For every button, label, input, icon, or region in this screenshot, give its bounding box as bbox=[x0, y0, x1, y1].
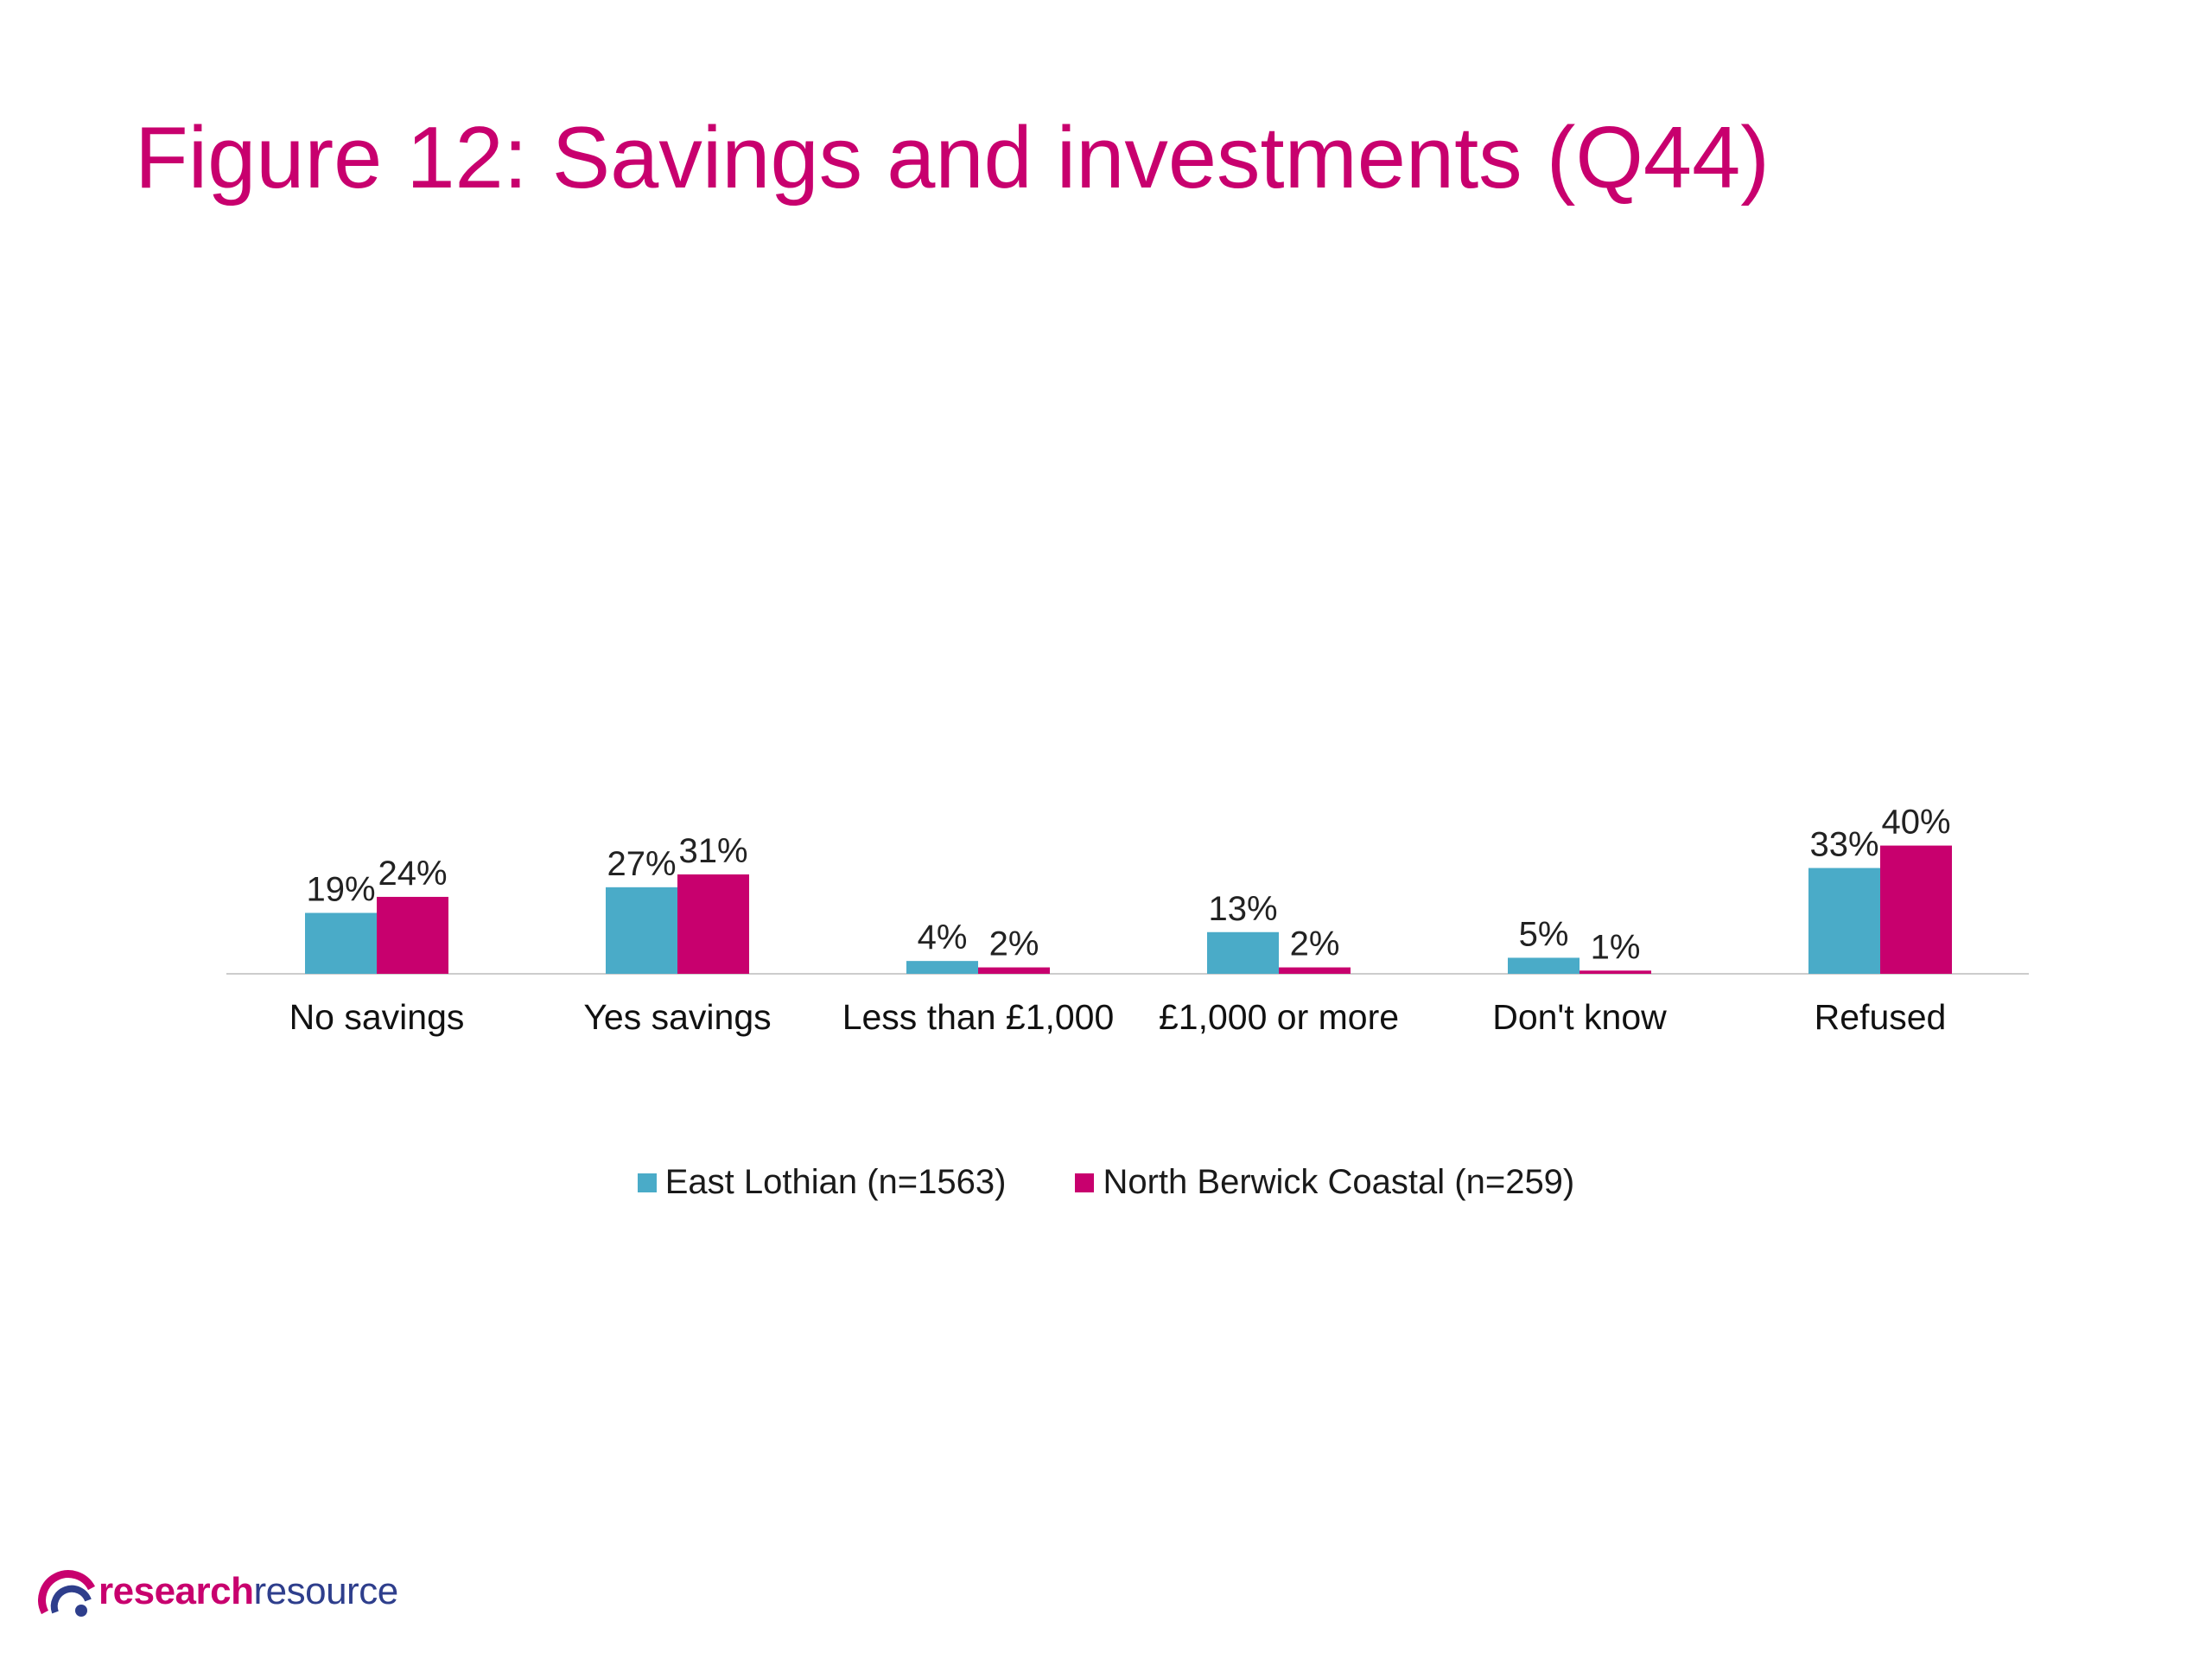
legend-item-north-berwick: North Berwick Coastal (n=259) bbox=[1075, 1163, 1574, 1202]
legend-swatch-east-lothian bbox=[637, 1173, 657, 1192]
company-logo: research resource bbox=[38, 1566, 398, 1618]
logo-text-research: research bbox=[99, 1570, 254, 1612]
bar-east-lothian-refused bbox=[1808, 868, 1880, 974]
bar-east-lothian-yes-savings bbox=[606, 887, 677, 974]
logo-text-resource: resource bbox=[253, 1570, 398, 1612]
logo-arc-icon bbox=[38, 1570, 95, 1617]
bar-north-berwick-yes-savings bbox=[677, 874, 749, 974]
data-label-north-berwick-1-000-or-more: 2% bbox=[1290, 925, 1340, 963]
data-label-north-berwick-don-t-know: 1% bbox=[1591, 928, 1641, 966]
data-label-east-lothian-yes-savings: 27% bbox=[607, 845, 676, 883]
data-label-east-lothian-no-savings: 19% bbox=[306, 871, 375, 909]
category-label-refused: Refused bbox=[1815, 997, 1947, 1037]
bar-north-berwick-don-t-know bbox=[1580, 970, 1651, 974]
bar-east-lothian-don-t-know bbox=[1508, 957, 1580, 974]
chart-title: Figure 12: Savings and investments (Q44) bbox=[135, 110, 1770, 207]
data-label-east-lothian-less-than-1-000: 4% bbox=[918, 918, 968, 957]
bar-north-berwick-less-than-1-000 bbox=[978, 967, 1050, 974]
data-label-east-lothian-1-000-or-more: 13% bbox=[1208, 890, 1277, 928]
legend-item-east-lothian: East Lothian (n=1563) bbox=[637, 1163, 1007, 1202]
bar-east-lothian-less-than-1-000 bbox=[906, 961, 978, 974]
data-label-east-lothian-refused: 33% bbox=[1809, 826, 1878, 864]
bar-east-lothian-1-000-or-more bbox=[1207, 931, 1279, 974]
bar-east-lothian-no-savings bbox=[305, 912, 377, 974]
bar-north-berwick-1-000-or-more bbox=[1279, 967, 1351, 974]
legend-label-north-berwick: North Berwick Coastal (n=259) bbox=[1103, 1163, 1575, 1201]
category-label-yes-savings: Yes savings bbox=[583, 997, 771, 1037]
legend-label-east-lothian: East Lothian (n=1563) bbox=[664, 1163, 1007, 1201]
legend: East Lothian (n=1563) North Berwick Coas… bbox=[0, 1163, 2212, 1202]
data-label-east-lothian-don-t-know: 5% bbox=[1519, 915, 1569, 953]
data-label-north-berwick-less-than-1-000: 2% bbox=[989, 925, 1039, 963]
data-label-north-berwick-no-savings: 24% bbox=[378, 855, 447, 893]
category-label-less-than-1-000: Less than £1,000 bbox=[842, 997, 1115, 1037]
bar-north-berwick-refused bbox=[1880, 845, 1952, 974]
bar-north-berwick-no-savings bbox=[377, 896, 448, 974]
category-label-don-t-know: Don't know bbox=[1492, 997, 1667, 1037]
data-label-north-berwick-yes-savings: 31% bbox=[678, 832, 747, 870]
bars-group: 19% 24% No savings 27% 31% Yes savings 4% 2% Les… bbox=[289, 804, 1952, 1037]
data-label-north-berwick-refused: 40% bbox=[1881, 804, 1950, 842]
category-label-no-savings: No savings bbox=[289, 997, 465, 1037]
category-label-1-000-or-more: £1,000 or more bbox=[1159, 997, 1399, 1037]
legend-swatch-north-berwick bbox=[1075, 1173, 1095, 1192]
